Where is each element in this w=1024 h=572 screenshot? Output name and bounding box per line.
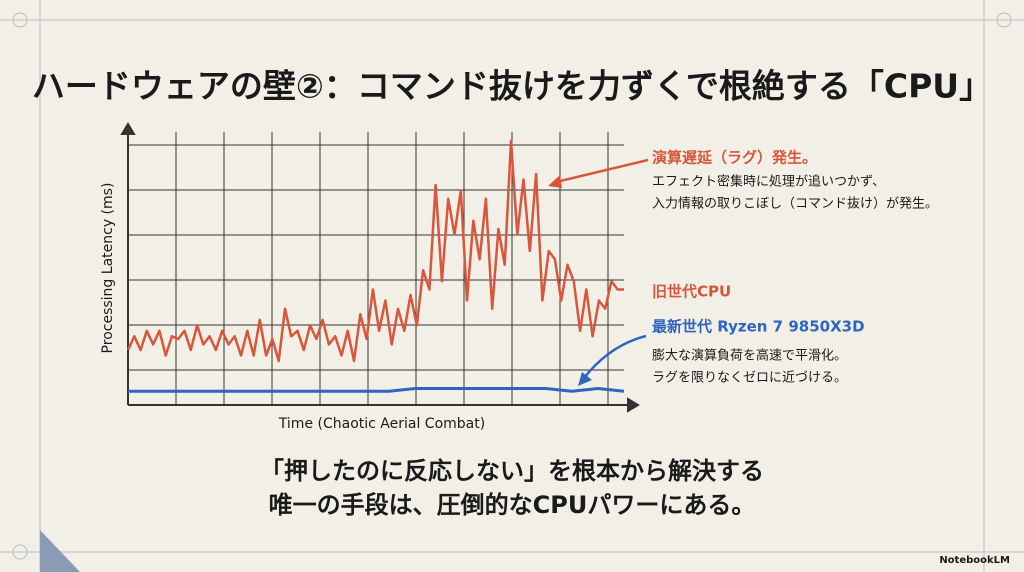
x-axis-label: Time (Chaotic Aerial Combat): [278, 416, 485, 432]
new-annotation: 膨大な演算負荷を高速で平滑化。 ラグを限りなくゼロに近づける。: [578, 334, 847, 386]
slide-title: ハードウェアの壁②：コマンド抜けを力ずくで根絶する「CPU」: [32, 67, 992, 106]
series-label: 最新世代 Ryzen 7 9850X3D: [652, 318, 865, 336]
annotation-text: ラグを限りなくゼロに近づける。: [652, 371, 847, 386]
series-line: [126, 139, 624, 363]
annotation-text: 膨大な演算負荷を高速で平滑化。: [652, 348, 847, 364]
conclusion: 唯一の手段は、圧倒的なCPUパワーにある。: [269, 491, 756, 519]
conclusion: 「押したのに反応しない」を根本から解決する: [260, 457, 764, 485]
series-label: 旧世代CPU: [652, 283, 731, 301]
y-axis-label: Processing Latency (ms): [100, 183, 116, 354]
series-line: [128, 387, 625, 393]
branding: NotebookLM: [939, 555, 1010, 566]
lag-annotation: 演算遅延（ラグ）発生。 エフェクト密集時に処理が追いつかず、 入力情報の取りこぼ…: [548, 149, 938, 212]
annotation-text: 入力情報の取りこぼし（コマンド抜け）が発生。: [652, 196, 938, 212]
axes: [120, 122, 640, 413]
annotation-text: エフェクト密集時に処理が追いつかず、: [652, 174, 885, 190]
annotation-title: 演算遅延（ラグ）発生。: [652, 149, 817, 167]
